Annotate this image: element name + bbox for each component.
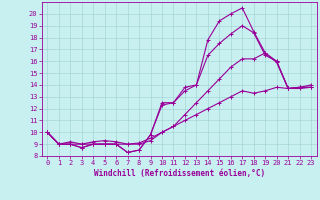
X-axis label: Windchill (Refroidissement éolien,°C): Windchill (Refroidissement éolien,°C): [94, 169, 265, 178]
